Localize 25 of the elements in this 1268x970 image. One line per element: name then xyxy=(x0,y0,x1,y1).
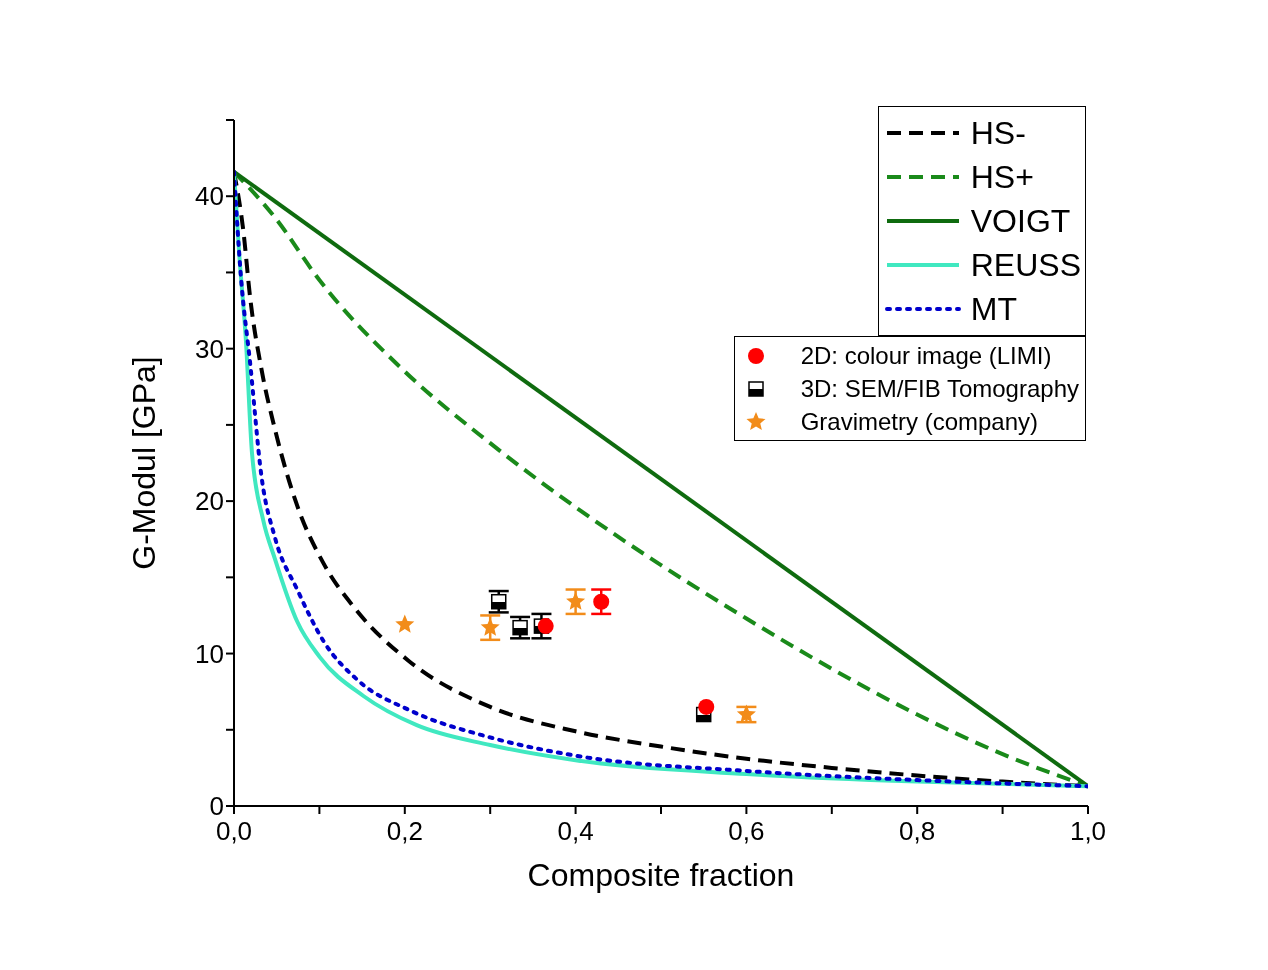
point xyxy=(480,617,500,636)
legend-label: Gravimetry (company) xyxy=(800,407,1039,436)
y-tick-label: 30 xyxy=(195,333,224,364)
legend-label: VOIGT xyxy=(970,202,1071,240)
legend-label: REUSS xyxy=(970,246,1081,284)
legend-label: HS- xyxy=(970,114,1026,152)
y-axis-title: G-Modul [GPa] xyxy=(126,356,163,570)
point xyxy=(566,591,586,610)
x-tick-label: 0,2 xyxy=(386,816,423,847)
y-tick-label: 40 xyxy=(195,181,224,212)
point xyxy=(593,593,610,610)
x-tick-label: 0,4 xyxy=(557,816,594,847)
x-tick-label: 1,0 xyxy=(1069,816,1107,847)
x-axis-title: Composite fraction xyxy=(527,857,795,893)
y-tick-label: 10 xyxy=(195,638,224,669)
x-tick-label: 0,6 xyxy=(728,816,765,847)
legend-label: 2D: colour image (LIMI) xyxy=(800,341,1052,370)
point xyxy=(698,698,715,715)
y-tick-label: 20 xyxy=(195,486,224,517)
legend-label: HS+ xyxy=(970,158,1034,196)
point xyxy=(395,614,415,633)
legend-label: 3D: SEM/FIB Tomography xyxy=(800,374,1079,403)
x-tick-label: 0,8 xyxy=(899,816,936,847)
point xyxy=(537,618,554,635)
legend-label: MT xyxy=(970,290,1017,328)
